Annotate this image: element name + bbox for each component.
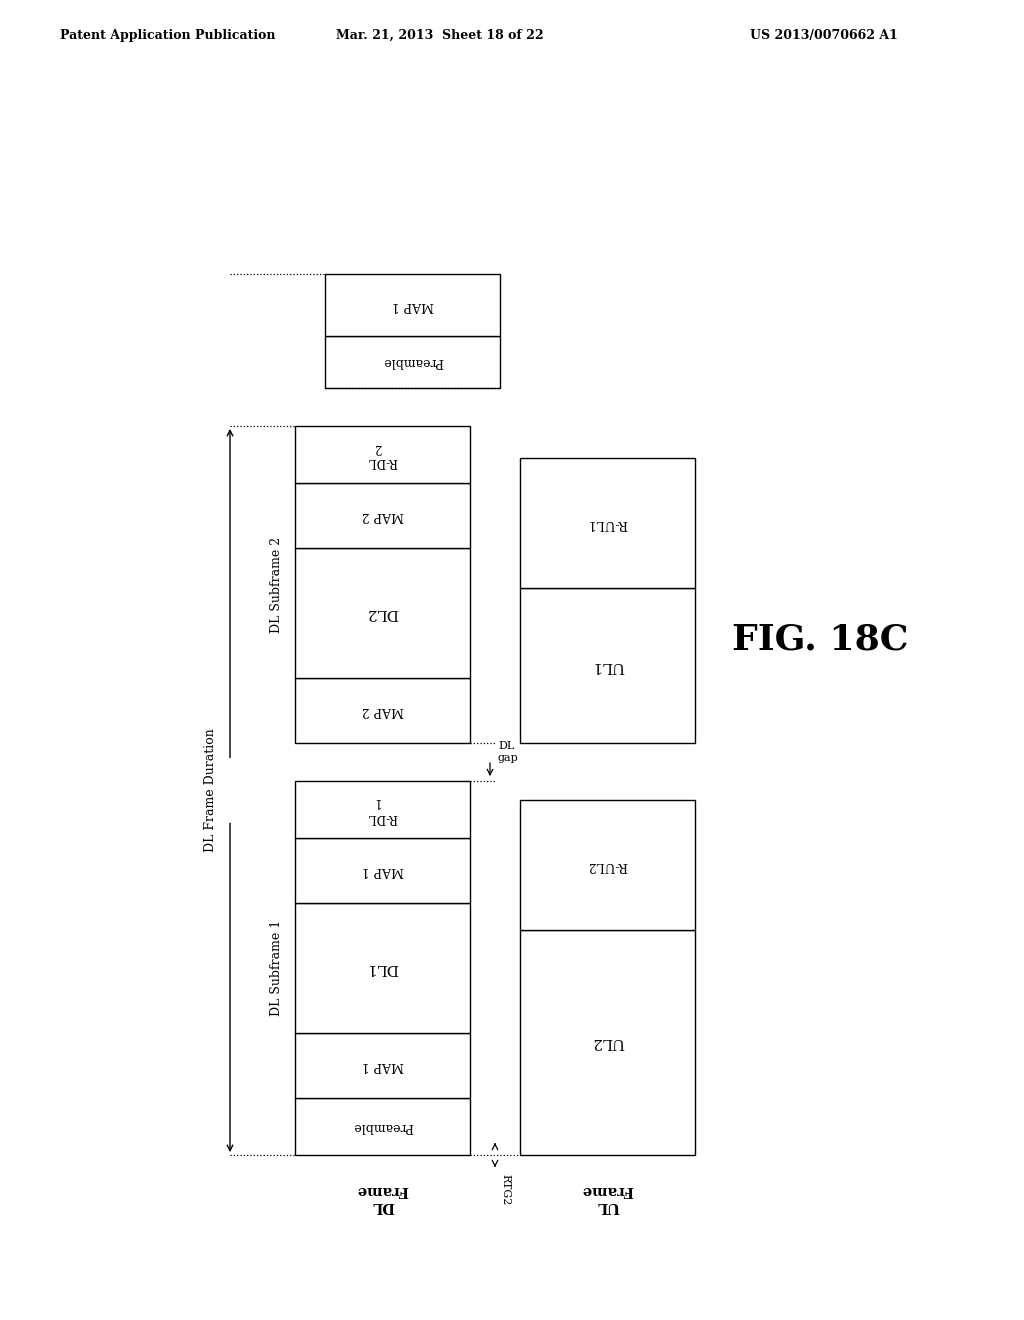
Text: DL Subframe 1: DL Subframe 1 (270, 920, 284, 1016)
Bar (325, 337, 500, 388)
Text: UL2: UL2 (591, 1035, 624, 1049)
Bar (295, 1098, 470, 1155)
Text: MAP 1: MAP 1 (391, 298, 434, 312)
Text: R-UL1: R-UL1 (588, 516, 628, 529)
Text: UL
Frame: UL Frame (582, 1183, 634, 1213)
Bar (295, 678, 470, 743)
Text: FIG. 18C: FIG. 18C (732, 623, 908, 657)
Text: US 2013/0070662 A1: US 2013/0070662 A1 (750, 29, 898, 41)
Text: DL
Frame: DL Frame (356, 1183, 409, 1213)
Bar (520, 587, 695, 743)
Bar (520, 458, 695, 587)
Text: DL Frame Duration: DL Frame Duration (204, 729, 216, 853)
Bar (295, 838, 470, 903)
Text: R-DL
  2: R-DL 2 (368, 441, 397, 469)
Text: Preamble: Preamble (352, 1119, 413, 1133)
Text: RTG2: RTG2 (500, 1175, 510, 1205)
Text: DL Subframe 2: DL Subframe 2 (270, 536, 284, 632)
Text: MAP 1: MAP 1 (361, 865, 403, 876)
Text: Patent Application Publication: Patent Application Publication (60, 29, 275, 41)
Bar (295, 426, 470, 483)
Text: R-UL2: R-UL2 (588, 858, 628, 871)
Text: MAP 2: MAP 2 (361, 510, 403, 521)
Bar (520, 931, 695, 1155)
Bar (295, 1034, 470, 1098)
Text: UL1: UL1 (591, 659, 624, 672)
Text: Preamble: Preamble (382, 355, 442, 368)
Bar (295, 903, 470, 1034)
Bar (295, 548, 470, 678)
Bar (295, 781, 470, 838)
Bar (295, 483, 470, 548)
Text: R-DL
  1: R-DL 1 (368, 796, 397, 824)
Text: MAP 2: MAP 2 (361, 704, 403, 717)
Text: Mar. 21, 2013  Sheet 18 of 22: Mar. 21, 2013 Sheet 18 of 22 (336, 29, 544, 41)
Text: MAP 1: MAP 1 (361, 1059, 403, 1072)
Text: DL2: DL2 (367, 606, 398, 620)
Bar (325, 275, 500, 337)
Text: DL1: DL1 (367, 961, 398, 975)
Bar (520, 800, 695, 931)
Text: DL
gap: DL gap (498, 742, 519, 763)
